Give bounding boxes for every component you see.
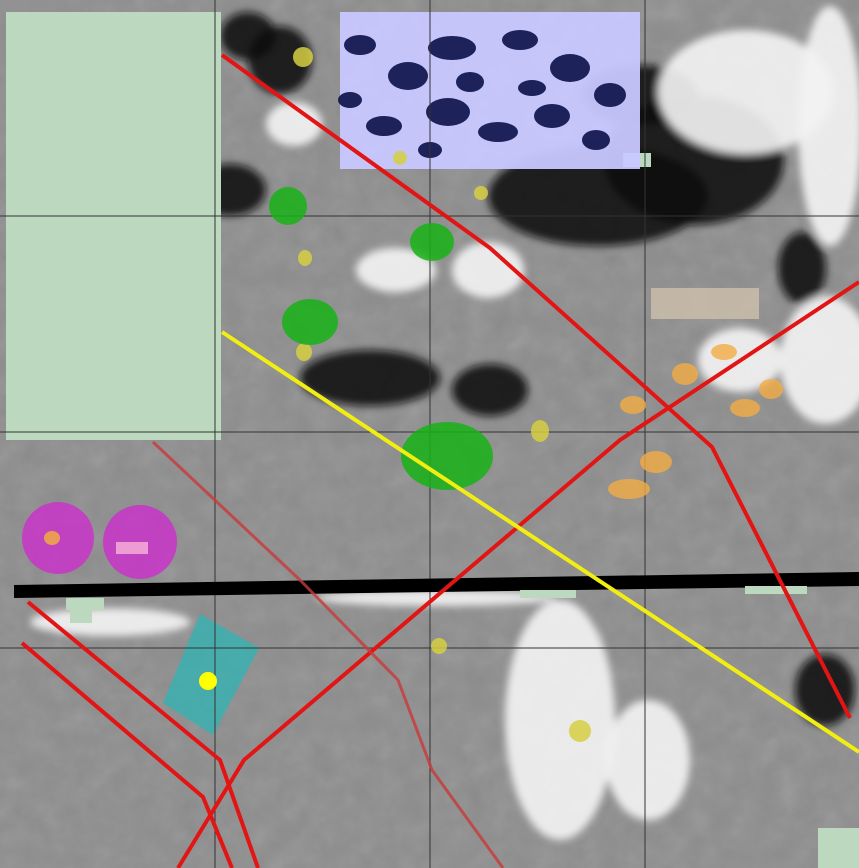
cluster-pit — [620, 396, 646, 414]
magnetic-spot — [478, 122, 518, 142]
small-pit — [296, 343, 312, 361]
magnetic-spot — [518, 80, 546, 96]
trackway-line — [220, 330, 859, 754]
cluster-pit — [608, 479, 650, 499]
boundary-strip — [14, 572, 859, 623]
large-pits — [269, 187, 493, 490]
structure-block — [651, 288, 759, 319]
large-pit — [401, 422, 493, 490]
linear-feature — [20, 641, 234, 868]
linear-feature — [220, 53, 852, 719]
magnetic-spot — [388, 62, 428, 90]
magnetic-spot — [338, 92, 362, 108]
linear-features — [20, 53, 859, 868]
small-pit — [298, 250, 312, 266]
magnetic-spot — [428, 36, 476, 60]
magnetic-spot — [582, 130, 610, 150]
boundary-notch — [70, 609, 92, 623]
boundary-notch — [520, 590, 576, 598]
magnetic-spot — [594, 83, 626, 107]
cluster-pit — [672, 363, 698, 385]
cluster-pit — [759, 379, 783, 399]
magnetic-anomaly-area — [338, 12, 640, 169]
cluster-pit — [640, 451, 672, 473]
magnetic-spot — [456, 72, 484, 92]
small-pits — [293, 47, 591, 742]
magnetic-spot — [344, 35, 376, 55]
cluster-pit — [730, 399, 760, 417]
cluster-pit — [711, 344, 737, 360]
small-pit — [431, 638, 447, 654]
small-pit — [474, 186, 488, 200]
unsurveyed-block-southeast — [818, 828, 859, 868]
small-pit — [293, 47, 313, 67]
pit-cluster — [608, 344, 783, 499]
linear-feature — [176, 280, 859, 868]
boundary-notch — [745, 586, 807, 594]
magnetic-spot — [366, 116, 402, 136]
linear-feature — [26, 600, 260, 868]
ring-features — [22, 502, 177, 579]
unsurveyed-block-west — [6, 12, 221, 440]
magnetic-spot — [534, 104, 570, 128]
unsurveyed-areas — [6, 12, 859, 868]
boundary-notch — [66, 598, 104, 610]
large-pit — [269, 187, 307, 225]
large-pit — [282, 299, 338, 345]
small-pit — [531, 420, 549, 442]
faint-linear-feature — [151, 440, 505, 868]
large-pit — [410, 223, 454, 261]
small-pit — [569, 720, 591, 742]
small-pit — [393, 151, 407, 165]
boundary-strip-main — [14, 572, 859, 598]
magnetic-spot — [426, 98, 470, 126]
ring-feature-center-block — [116, 542, 148, 554]
ring-feature-center-pit — [44, 531, 60, 545]
point-marker — [199, 672, 217, 690]
magnetic-spot — [502, 30, 538, 50]
magnetic-spot — [550, 54, 590, 82]
